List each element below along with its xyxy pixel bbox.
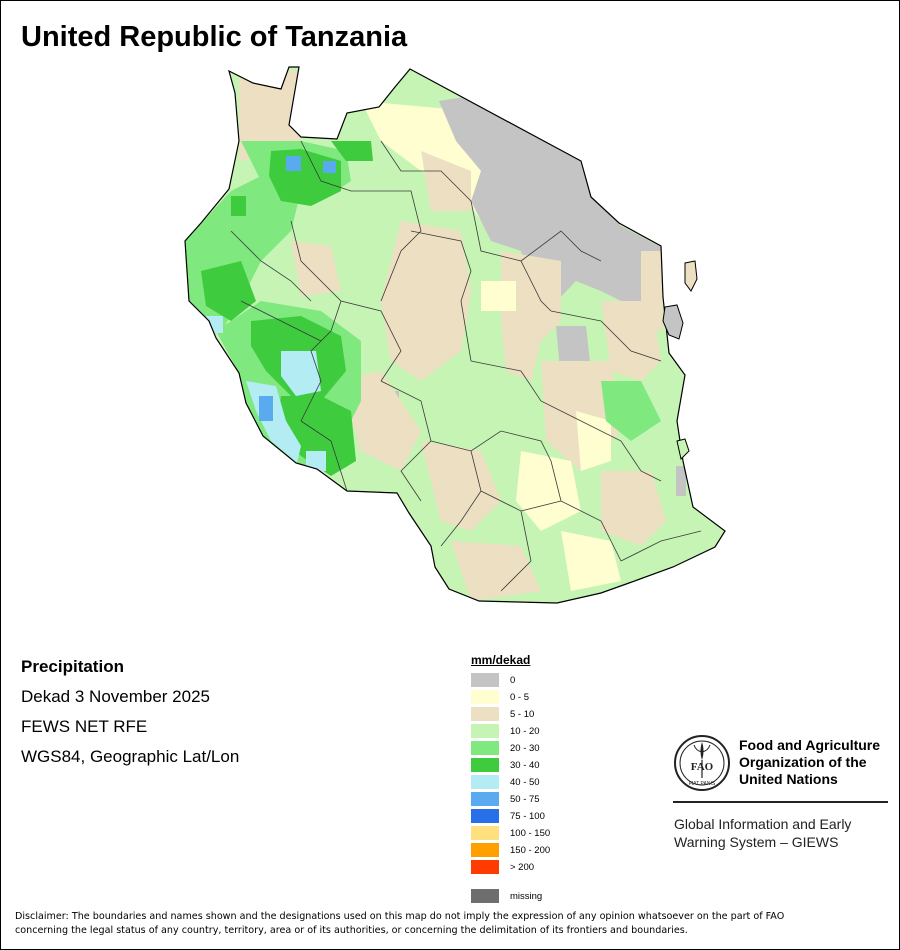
fao-name: Food and Agriculture Organization of the… [739,737,880,788]
legend-item: 40 - 50 [471,774,540,791]
legend-item-missing: missing [471,888,542,905]
legend-swatch [471,707,499,721]
country-outline [184,66,726,604]
legend-label-missing: missing [510,891,543,902]
disclaimer-line-1: Disclaimer: The boundaries and names sho… [15,911,785,922]
legend-item: 150 - 200 [471,842,550,859]
map-area [1,1,899,641]
fao-name-line-3: United Nations [739,771,838,787]
legend-item: 20 - 30 [471,740,540,757]
fao-logo-icon: FAO FIAT PANIS [674,735,730,791]
region-boundaries [230,140,702,592]
legend-label: 0 [510,675,516,686]
legend-item: > 200 [471,859,534,876]
legend-item: 0 - 5 [471,689,530,706]
legend-item: 30 - 40 [471,757,540,774]
fao-divider [673,801,888,803]
tanzania-map [184,66,726,604]
precipitation-layer [185,67,725,603]
disclaimer: Disclaimer: The boundaries and names sho… [15,910,885,938]
legend-items: 0 0 - 5 5 - 10 10 - 20 20 - 30 30 - 40 40 - 50… [471,672,550,876]
legend-label: 150 - 200 [510,845,551,856]
legend-label: 20 - 30 [510,743,540,754]
disclaimer-line-2: concerning the legal status of any count… [15,925,688,936]
pemba-island [684,260,698,292]
legend-label: 5 - 10 [510,709,535,720]
period-label: Dekad 3 November 2025 [21,687,211,706]
legend-label: > 200 [510,862,535,873]
legend-item: 100 - 150 [471,825,550,842]
legend-swatch [471,792,499,806]
legend-swatch [471,860,499,874]
legend-label: 40 - 50 [510,777,540,788]
legend-label: 50 - 75 [510,794,540,805]
giews-line-1: Global Information and Early [674,816,852,832]
projection-label: WGS84, Geographic Lat/Lon [21,747,240,766]
fao-name-line-1: Food and Agriculture [739,737,881,753]
giews-label: Global Information and Early Warning Sys… [674,815,851,851]
fao-logo-motto: FIAT PANIS [689,781,716,787]
legend-item: 0 [471,672,530,689]
legend-swatch [471,809,499,823]
legend-swatch [471,673,499,687]
giews-line-2: Warning System – GIEWS [674,834,839,850]
legend-swatch [471,690,499,704]
legend-title: mm/dekad [471,653,531,667]
legend-label: 10 - 20 [510,726,540,737]
mafia-island [676,438,690,460]
legend-label: 30 - 40 [510,760,540,771]
variable-label: Precipitation [21,657,124,676]
source-label: FEWS NET RFE [21,717,148,736]
legend-label: 100 - 150 [510,828,551,839]
zanzibar-island [662,304,684,340]
legend-label: 75 - 100 [510,811,545,822]
legend-swatch [471,843,499,857]
legend-swatch [471,724,499,738]
legend-item: 75 - 100 [471,808,545,825]
legend-swatch [471,758,499,772]
fao-logo-text: FAO [691,761,714,773]
legend-swatch [471,775,499,789]
legend-swatch [471,826,499,840]
legend-item: 5 - 10 [471,706,534,723]
map-info: Precipitation Dekad 3 November 2025 FEWS… [21,657,239,777]
islands [662,260,698,460]
legend: mm/dekad 0 0 - 5 5 - 10 10 - 20 20 - 30 30 - … [471,653,550,905]
fao-name-line-2: Organization of the [739,754,867,770]
legend-label: 0 - 5 [510,692,530,703]
legend-swatch [471,741,499,755]
legend-item: 10 - 20 [471,723,540,740]
map-title: United Republic of Tanzania [21,21,408,53]
legend-swatch-missing [471,889,499,903]
legend-item: 50 - 75 [471,791,540,808]
